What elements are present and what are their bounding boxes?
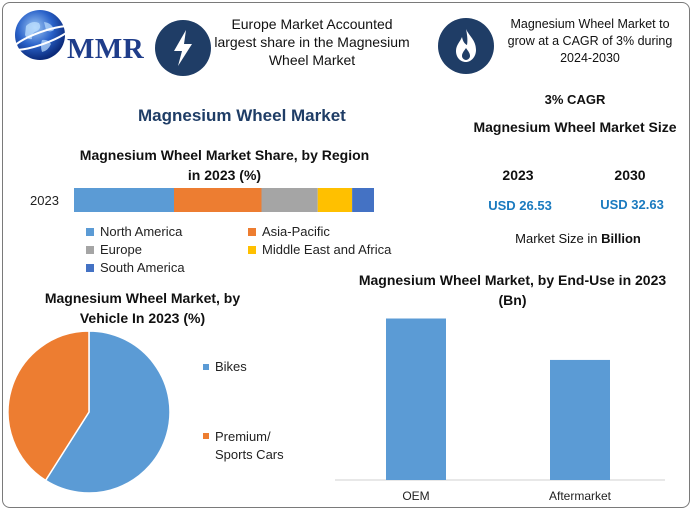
vehicle-pie-chart: [7, 330, 171, 494]
region-category-label: 2023: [30, 193, 59, 208]
kpi-value-2023: USD 26.53: [488, 198, 552, 213]
kpi-value-2030: USD 32.63: [600, 197, 664, 212]
brand-logo: MMR: [12, 8, 145, 68]
legend-label-bikes: Bikes: [215, 359, 247, 374]
kpi-cagr: 3% CAGR: [544, 92, 606, 107]
legend-swatch-south-america: [86, 263, 94, 272]
enduse-chart-title: Magnesium Wheel Market, by End-Use in 20…: [358, 272, 667, 308]
legend-label-north-america: North America: [100, 224, 183, 239]
region-stacked-bar-chart: [74, 188, 374, 212]
legend-swatch-asia-pacific: [248, 227, 256, 236]
region-chart-title: Magnesium Wheel Market Share, by Region …: [79, 147, 370, 183]
kpi-unit-bold: Billion: [601, 231, 641, 246]
flame-icon-circle: [438, 18, 494, 74]
legend-premium-sports-cars: Premium/ Sports Cars: [203, 428, 295, 464]
header-cagr-text: Magnesium Wheel Market to grow at a CAGR…: [507, 17, 673, 65]
kpi-year-2030: 2030: [614, 167, 646, 183]
legend-north-america: North America: [86, 224, 182, 239]
legend-europe: Europe: [86, 242, 142, 257]
flame-icon: [456, 29, 476, 62]
globe-icon: [12, 10, 72, 60]
region-legend: North America Asia-Pacific Europe Middle…: [86, 224, 406, 280]
legend-mea: Middle East and Africa: [248, 242, 391, 257]
enduse-tick-label-oem: OEM: [402, 489, 429, 503]
legend-swatch-europe: [86, 245, 94, 254]
bolt-icon-circle: [155, 20, 211, 76]
kpi-size-title: Magnesium Wheel Market Size: [473, 119, 677, 135]
region-bar-asia-pacific: [174, 188, 262, 212]
legend-swatch-mea: [248, 245, 256, 254]
main-title: Magnesium Wheel Market: [138, 106, 346, 125]
logo-text: MMR: [67, 33, 145, 65]
pie-slice-premium-sports-cars: [7, 330, 90, 482]
legend-swatch-premium: [203, 433, 209, 439]
legend-label-mea: Middle East and Africa: [262, 242, 392, 257]
legend-south-america: South America: [86, 260, 185, 275]
region-bar-europe: [261, 188, 318, 212]
enduse-bar-chart: OEM Aftermarket: [335, 318, 665, 503]
legend-bikes: Bikes: [203, 359, 247, 374]
region-bar-mea: [317, 188, 353, 212]
kpi-unit-note: Market Size in Billion: [478, 231, 678, 246]
legend-swatch-bikes: [203, 363, 209, 370]
kpi-unit-prefix: Market Size in: [515, 231, 602, 246]
legend-swatch-north-america: [86, 227, 94, 236]
enduse-tick-label-aftermarket: Aftermarket: [549, 489, 612, 503]
lightning-bolt-icon: [174, 30, 192, 66]
region-bar-north-america: [74, 188, 174, 212]
header-europe-share-text: Europe Market Accounted largest share in…: [214, 16, 410, 68]
legend-label-europe: Europe: [100, 242, 142, 257]
kpi-year-2023: 2023: [502, 167, 534, 183]
vehicle-chart-title: Magnesium Wheel Market, by Vehicle In 20…: [44, 290, 241, 326]
pie-slice-bikes: [44, 330, 171, 494]
region-bar-south-america: [352, 188, 374, 212]
enduse-bar-oem: [386, 318, 446, 480]
legend-label-premium: Premium/ Sports Cars: [215, 429, 284, 462]
enduse-bar-aftermarket: [550, 359, 610, 480]
legend-label-south-america: South America: [100, 260, 185, 275]
legend-label-asia-pacific: Asia-Pacific: [262, 224, 330, 239]
legend-asia-pacific: Asia-Pacific: [248, 224, 330, 239]
